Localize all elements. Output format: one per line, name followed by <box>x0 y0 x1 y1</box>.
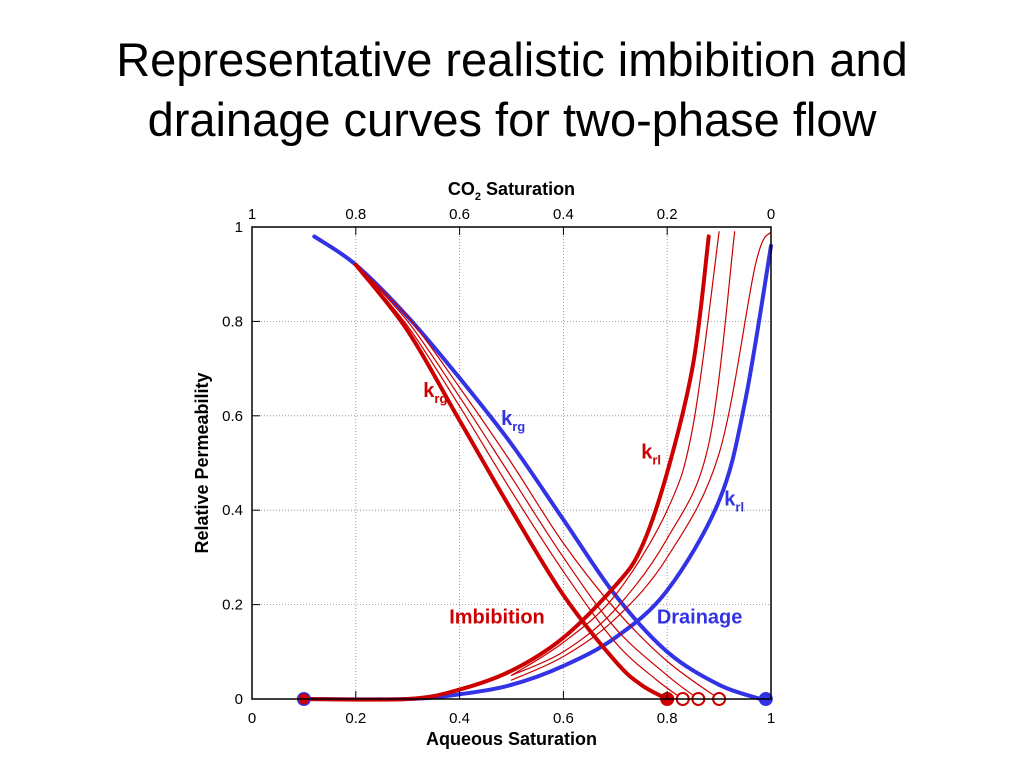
y-tick-label: 0.6 <box>222 408 243 425</box>
top-tick-label: 0.6 <box>449 206 470 223</box>
top-axis-label-sub: 2 <box>475 191 481 203</box>
slide-title-line-2: drainage curves for two-phase flow <box>147 93 877 146</box>
ticks: 0 1 0 0.2 0.8 0.2 0.4 0.6 0.4 0.6 0.4 0.6 0.8 0.2 0.8 1… <box>222 206 775 727</box>
top-axis-label-rest: Saturation <box>481 179 575 199</box>
y-tick-label: 0.4 <box>222 502 243 519</box>
top-tick-label: 0.4 <box>553 206 574 223</box>
slide-title: Representative realistic imbibition and … <box>0 30 1024 150</box>
annotation-sub: rl <box>652 452 661 467</box>
region-label-drainage: Drainage <box>657 606 743 628</box>
annotation-sub: rg <box>512 419 525 434</box>
x-tick-label: 0.8 <box>657 710 678 727</box>
curve-label-krl: krl <box>724 488 744 514</box>
top-axis-label: CO2 Saturation <box>448 179 575 203</box>
imbibition-curve-4 <box>355 264 699 700</box>
imbibition-curve-6 <box>301 234 711 702</box>
x-tick-label: 0.4 <box>449 710 470 727</box>
curve-label-krl: krl <box>641 441 661 467</box>
annotation-main: k <box>641 441 653 463</box>
annotation-main: Imbibition <box>449 606 545 628</box>
drainage-curve-0 <box>312 234 763 701</box>
y-axis-label: Relative Permeability <box>192 372 212 553</box>
plot-frame <box>251 226 772 700</box>
annotation-sub: rl <box>735 499 744 514</box>
annotation-main: Drainage <box>657 606 743 628</box>
imbibition-curve-3 <box>355 264 684 700</box>
y-tick-label: 0.8 <box>222 313 243 330</box>
x-axis-label: Aqueous Saturation <box>426 729 597 749</box>
top-tick-label: 0.2 <box>657 206 678 223</box>
y-tick-label: 1 <box>235 219 243 236</box>
y-tick-label: 0.2 <box>222 597 243 614</box>
curve-label-krg: krg <box>423 380 447 406</box>
region-label-imbibition: Imbibition <box>449 606 545 628</box>
x-tick-label: 1 <box>767 710 775 727</box>
top-tick-label: 0.8 <box>345 206 366 223</box>
x-tick-label: 0.6 <box>553 710 574 727</box>
top-axis-label-main: CO <box>448 179 475 199</box>
top-tick-label: 1 <box>248 206 256 223</box>
top-tick-label: 0 <box>767 206 775 223</box>
curve-label-krg: krg <box>501 408 525 434</box>
imbibition-curve-2 <box>353 262 670 701</box>
slide-title-line-1: Representative realistic imbibition and <box>116 33 908 86</box>
annotation-main: k <box>724 488 736 510</box>
annotation-sub: rg <box>434 391 447 406</box>
imbibition-curve-9 <box>510 231 772 681</box>
imbibition-curve-8 <box>510 231 736 676</box>
imbibition-curve-5 <box>355 264 720 700</box>
x-tick-label: 0 <box>248 710 256 727</box>
annotation-main: k <box>423 380 435 402</box>
annotation-main: k <box>501 408 513 430</box>
series-layer <box>301 231 773 702</box>
x-tick-label: 0.2 <box>345 710 366 727</box>
y-tick-label: 0 <box>235 691 243 708</box>
imbibition-curve-7 <box>510 231 720 676</box>
